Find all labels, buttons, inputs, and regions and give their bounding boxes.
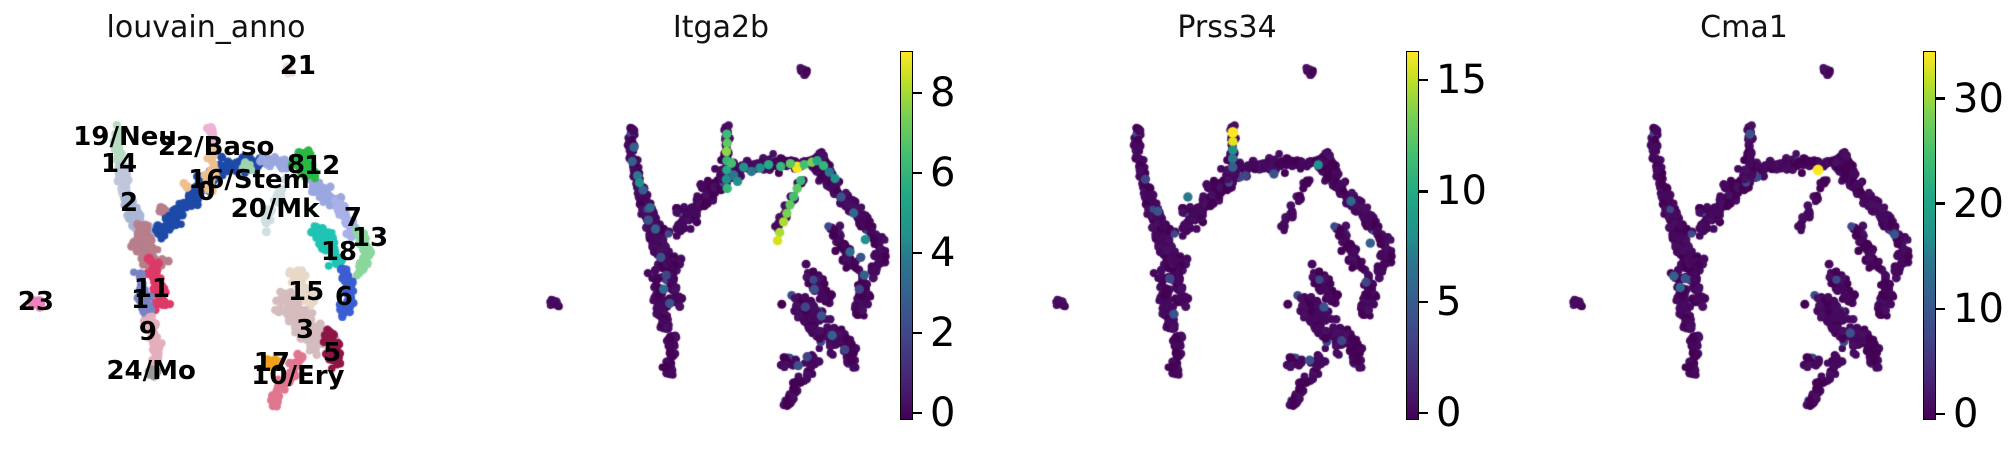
- cluster-label-2: 2: [119, 188, 139, 219]
- cluster-label-8: 8: [287, 150, 306, 181]
- colorbar-tick-mark: [1419, 78, 1428, 82]
- cluster-label-15: 15: [288, 277, 325, 308]
- colorbar-tick-mark: [1419, 189, 1428, 193]
- colorbar-tick-mark: [913, 251, 922, 255]
- cluster-label-16-stem: 16/Stem: [188, 164, 310, 195]
- cluster-label-21: 21: [279, 51, 316, 81]
- panel-title-itga2b: Itga2b: [672, 10, 770, 45]
- colorbar-prss34: 0 5 10 15: [1406, 51, 1487, 433]
- cluster-label-10-ery: 10/Ery: [251, 360, 345, 391]
- colorbar-tick-mark: [913, 91, 922, 95]
- colorbar-gradient: [900, 51, 913, 420]
- colorbar-tick-label: 4: [930, 229, 956, 276]
- colorbar-tick-label: 0: [1436, 389, 1462, 436]
- colorbar-tick-label: 8: [930, 70, 956, 117]
- cluster-label-23: 23: [17, 287, 54, 318]
- cluster-label-18: 18: [320, 237, 358, 268]
- cluster-label-5: 5: [323, 337, 342, 368]
- colorbar-tick-label: 10: [1953, 285, 2004, 332]
- colorbar-tick-label: 2: [930, 309, 956, 356]
- cluster-label-7: 7: [343, 202, 362, 233]
- cluster-label-22-baso: 22/Baso: [157, 131, 275, 162]
- cluster-label-13: 13: [351, 222, 389, 253]
- colorbar-tick-mark: [1936, 202, 1945, 206]
- colorbar-tick-mark: [1419, 411, 1428, 415]
- panel-title-prss34: Prss34: [1177, 10, 1277, 45]
- colorbar-tick-label: 5: [1436, 278, 1462, 325]
- colorbar-tick-mark: [1419, 300, 1428, 304]
- cluster-label-1: 1: [131, 284, 150, 315]
- colorbar-tick-label: 0: [930, 389, 956, 436]
- colorbar-tick-mark: [913, 331, 922, 335]
- colorbar-tick-mark: [1936, 307, 1945, 311]
- panel-title-louvain: louvain_anno: [106, 10, 306, 45]
- colorbar-gradient: [1923, 51, 1936, 420]
- colorbar-tick-mark: [913, 411, 922, 415]
- cluster-label-19-neu: 19/Neu: [73, 122, 177, 152]
- cluster-label-9: 9: [138, 316, 157, 347]
- cluster-label-0: 0: [197, 177, 216, 208]
- colorbar-gradient: [1406, 51, 1419, 420]
- cluster-label-17: 17: [253, 348, 290, 379]
- colorbar-tick-mark: [1936, 97, 1945, 100]
- colorbar-tick-label: 10: [1436, 168, 1487, 215]
- colorbar-tick-label: 6: [930, 150, 956, 197]
- colorbar-tick-mark: [913, 171, 922, 175]
- cluster-label-3: 3: [295, 315, 315, 346]
- colorbar-tick-mark: [1936, 412, 1945, 416]
- panel-title-cma1: Cma1: [1700, 10, 1788, 45]
- colorbar-tick-label: 15: [1436, 57, 1487, 104]
- colorbar-tick-label: 30: [1953, 75, 2004, 122]
- colorbar-tick-label: 0: [1953, 391, 1979, 438]
- colorbar-tick-label: 20: [1953, 180, 2004, 227]
- cluster-label-11: 11: [133, 273, 170, 304]
- colorbar-cma1: 0 10 20 30: [1923, 51, 2004, 434]
- cluster-label-14: 14: [100, 148, 138, 179]
- colorbar-itga2b: 0 2 4 6 8: [900, 51, 955, 433]
- cluster-label-12: 12: [304, 151, 341, 182]
- cluster-label-24-mo: 24/Mo: [106, 355, 196, 386]
- cluster-label-6: 6: [334, 282, 353, 313]
- cluster-label-20-mk: 20/Mk: [230, 194, 320, 225]
